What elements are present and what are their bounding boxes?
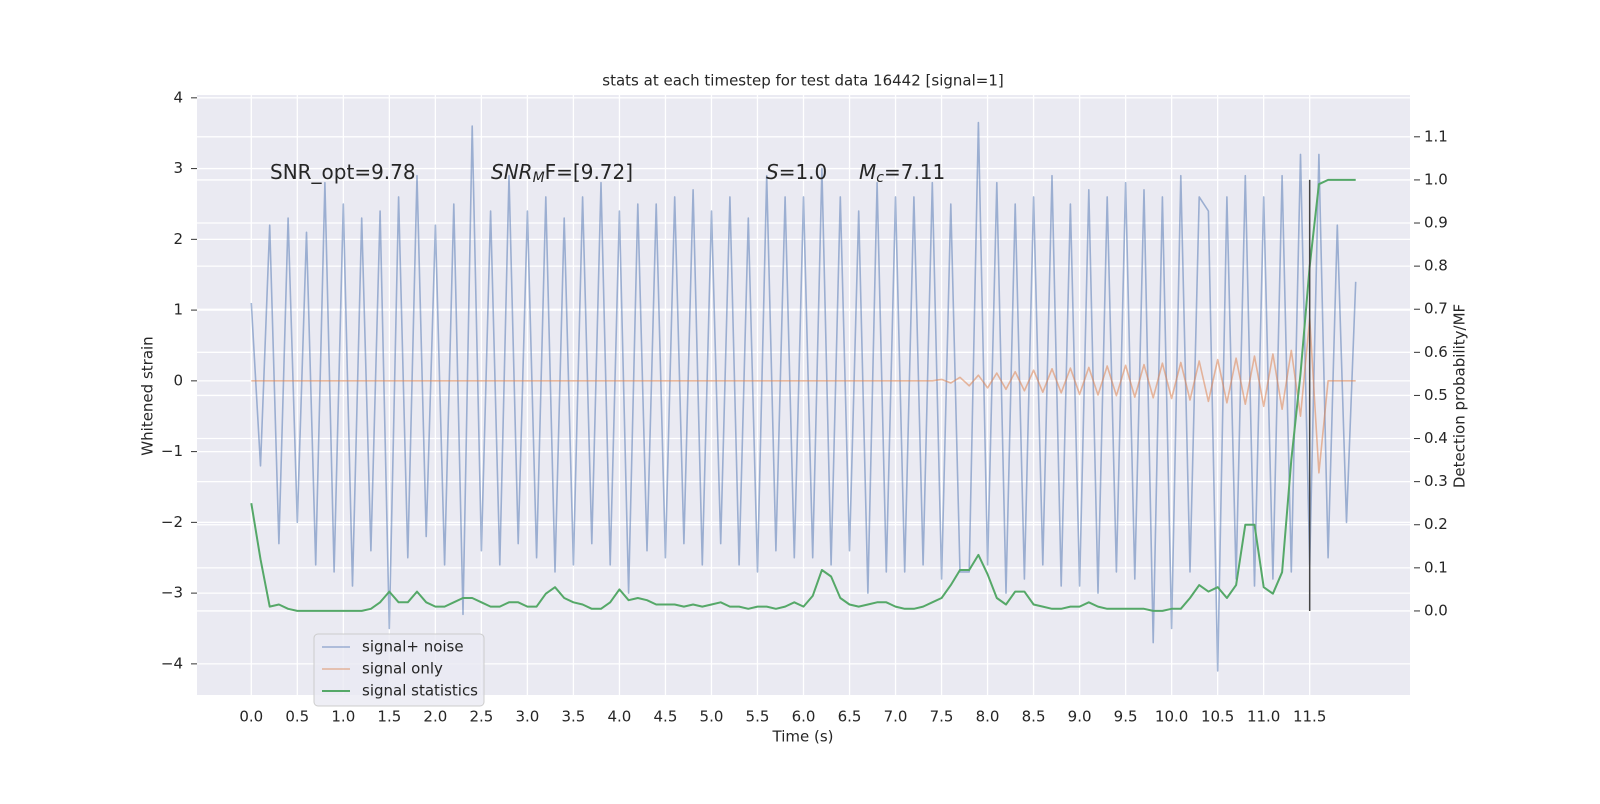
y2-tick-label: 1.1 [1424, 127, 1448, 145]
annotation-text: =1.0 [779, 160, 828, 184]
annotation: SNR_opt=9.78 [270, 160, 416, 184]
x-tick-label: 1.5 [377, 708, 401, 726]
legend-label: signal+ noise [362, 638, 464, 656]
annotation-text: =7.11 [884, 160, 945, 184]
x-axis-label: Time (s) [772, 728, 834, 746]
series-line [251, 317, 1356, 474]
y-tick-label: −3 [161, 584, 183, 602]
chart-title: stats at each timestep for test data 164… [602, 72, 1003, 90]
y2-tick-label: 0.4 [1424, 429, 1448, 447]
x-tick-label: 3.5 [561, 708, 585, 726]
legend-label: signal statistics [362, 682, 478, 700]
grid [197, 95, 1410, 695]
annotation-text: SNR_opt=9.78 [270, 160, 416, 184]
x-tick-label: 4.5 [654, 708, 678, 726]
y2-tick-label: 0.1 [1424, 558, 1448, 576]
annotation: S=1.0 [766, 160, 827, 184]
x-tick-label: 9.0 [1068, 708, 1092, 726]
x-tick-label: 9.5 [1114, 708, 1138, 726]
annotation-text: F=[9.72] [545, 160, 633, 184]
annotation-symbol: M [859, 160, 876, 184]
x-tick-label: 7.5 [930, 708, 954, 726]
y-tick-label: 1 [173, 301, 183, 319]
y2-tick-label: 0.8 [1424, 257, 1448, 275]
y2-tick-label: 0.6 [1424, 343, 1448, 361]
x-tick-label: 0.5 [285, 708, 309, 726]
x-tick-label: 0.0 [239, 708, 263, 726]
y2-tick-label: 0.5 [1424, 386, 1448, 404]
y2-tick-label: 0.0 [1424, 601, 1448, 619]
y-tick-label: 2 [173, 230, 183, 248]
x-tick-label: 11.0 [1247, 708, 1280, 726]
annotation-subscript: M [533, 170, 545, 186]
x-tick-label: 6.0 [792, 708, 816, 726]
y-tick-label: −2 [161, 513, 183, 531]
x-tick-label: 2.5 [469, 708, 493, 726]
annotation-symbol: SNR [491, 160, 533, 184]
annotation: SNRMF=[9.72] [491, 160, 633, 187]
x-tick-label: 5.5 [746, 708, 770, 726]
x-tick-label: 1.0 [331, 708, 355, 726]
x-tick-label: 10.5 [1201, 708, 1234, 726]
x-tick-label: 2.0 [423, 708, 447, 726]
x-tick-label: 8.5 [1022, 708, 1046, 726]
y-tick-label: −4 [161, 654, 183, 672]
y-tick-label: −1 [161, 442, 183, 460]
y2-tick-label: 0.3 [1424, 472, 1448, 490]
y-tick-label: 4 [173, 88, 183, 106]
x-tick-label: 11.5 [1293, 708, 1326, 726]
y2-tick-label: 1.0 [1424, 170, 1448, 188]
x-tick-label: 7.0 [884, 708, 908, 726]
annotation-subscript: c [876, 170, 884, 186]
annotation: Mc=7.11 [859, 160, 945, 187]
y2-tick-label: 0.9 [1424, 214, 1448, 232]
x-tick-label: 6.5 [838, 708, 862, 726]
x-tick-label: 3.0 [515, 708, 539, 726]
y-tick-label: 0 [173, 371, 183, 389]
y-tick-label: 3 [173, 159, 183, 177]
y2-axis-label: Detection probability/MF [1451, 304, 1469, 488]
x-tick-label: 8.0 [976, 708, 1000, 726]
x-tick-label: 5.0 [700, 708, 724, 726]
annotation-symbol: S [766, 160, 779, 184]
series-line [250, 178, 1356, 612]
legend-box [313, 633, 485, 707]
y-axis-label: Whitened strain [139, 336, 157, 455]
y2-tick-label: 0.2 [1424, 515, 1448, 533]
x-tick-label: 4.0 [608, 708, 632, 726]
y2-tick-label: 0.7 [1424, 300, 1448, 318]
x-tick-label: 10.0 [1155, 708, 1188, 726]
series-line [250, 121, 1357, 672]
legend-label: signal only [362, 660, 443, 678]
legend: signal+ noise signal only signal statistic… [313, 633, 485, 707]
